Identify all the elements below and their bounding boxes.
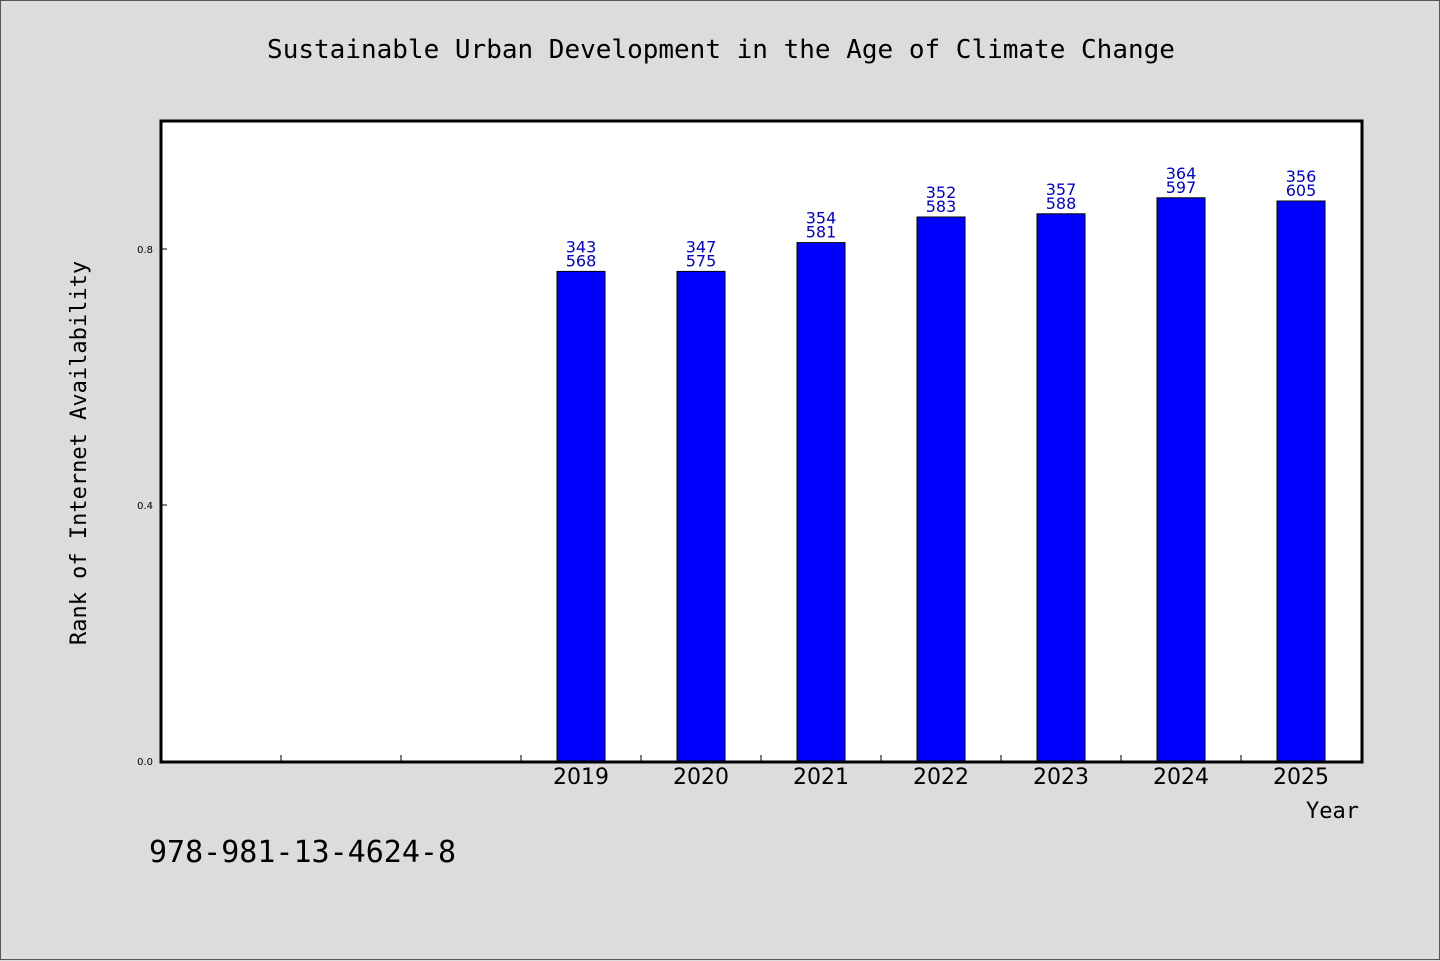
x-tick-label: 2024 bbox=[1153, 765, 1209, 790]
x-tick-label: 2020 bbox=[673, 765, 729, 790]
x-axis-label: Year bbox=[1306, 799, 1359, 824]
y-tick-label: 0.0 bbox=[137, 757, 153, 768]
x-axis: 2019 2020 2021 2022 2023 2024 2025 bbox=[280, 755, 1329, 790]
x-tick-label: 2021 bbox=[793, 765, 849, 790]
data-label: 588 bbox=[1046, 194, 1077, 213]
y-axis-label: Rank of Internet Availability bbox=[67, 261, 92, 645]
x-tick-label: 2019 bbox=[553, 765, 609, 790]
data-label: 364 bbox=[1166, 164, 1197, 183]
x-tick-label: 2023 bbox=[1033, 765, 1089, 790]
bar bbox=[1156, 197, 1206, 762]
bar bbox=[916, 216, 966, 762]
data-label: 343 bbox=[566, 237, 597, 256]
data-label: 568 bbox=[566, 251, 597, 270]
data-label: 581 bbox=[806, 223, 837, 242]
data-label: 352 bbox=[926, 183, 957, 202]
x-tick-label: 2025 bbox=[1273, 765, 1329, 790]
y-tick-label: 0.4 bbox=[137, 501, 153, 512]
data-label: 575 bbox=[686, 251, 717, 270]
y-tick-label: 0.8 bbox=[137, 245, 153, 256]
data-label: 583 bbox=[926, 197, 957, 216]
data-label: 347 bbox=[686, 237, 717, 256]
bar bbox=[796, 242, 846, 762]
data-label: 597 bbox=[1166, 178, 1197, 197]
data-label: 357 bbox=[1046, 180, 1077, 199]
data-label: 356 bbox=[1286, 167, 1317, 186]
y-axis: 0.0 0.4 0.8 bbox=[137, 245, 167, 768]
x-tick-label: 2022 bbox=[913, 765, 969, 790]
bar bbox=[1036, 213, 1086, 762]
bar bbox=[1276, 200, 1326, 762]
chart-title: Sustainable Urban Development in the Age… bbox=[267, 35, 1175, 65]
bar bbox=[556, 270, 606, 762]
data-label: 605 bbox=[1286, 181, 1317, 200]
bars-layer bbox=[556, 197, 1326, 762]
bar bbox=[676, 270, 726, 762]
isbn-text: 978-981-13-4624-8 bbox=[149, 835, 457, 870]
data-label: 354 bbox=[806, 209, 837, 228]
